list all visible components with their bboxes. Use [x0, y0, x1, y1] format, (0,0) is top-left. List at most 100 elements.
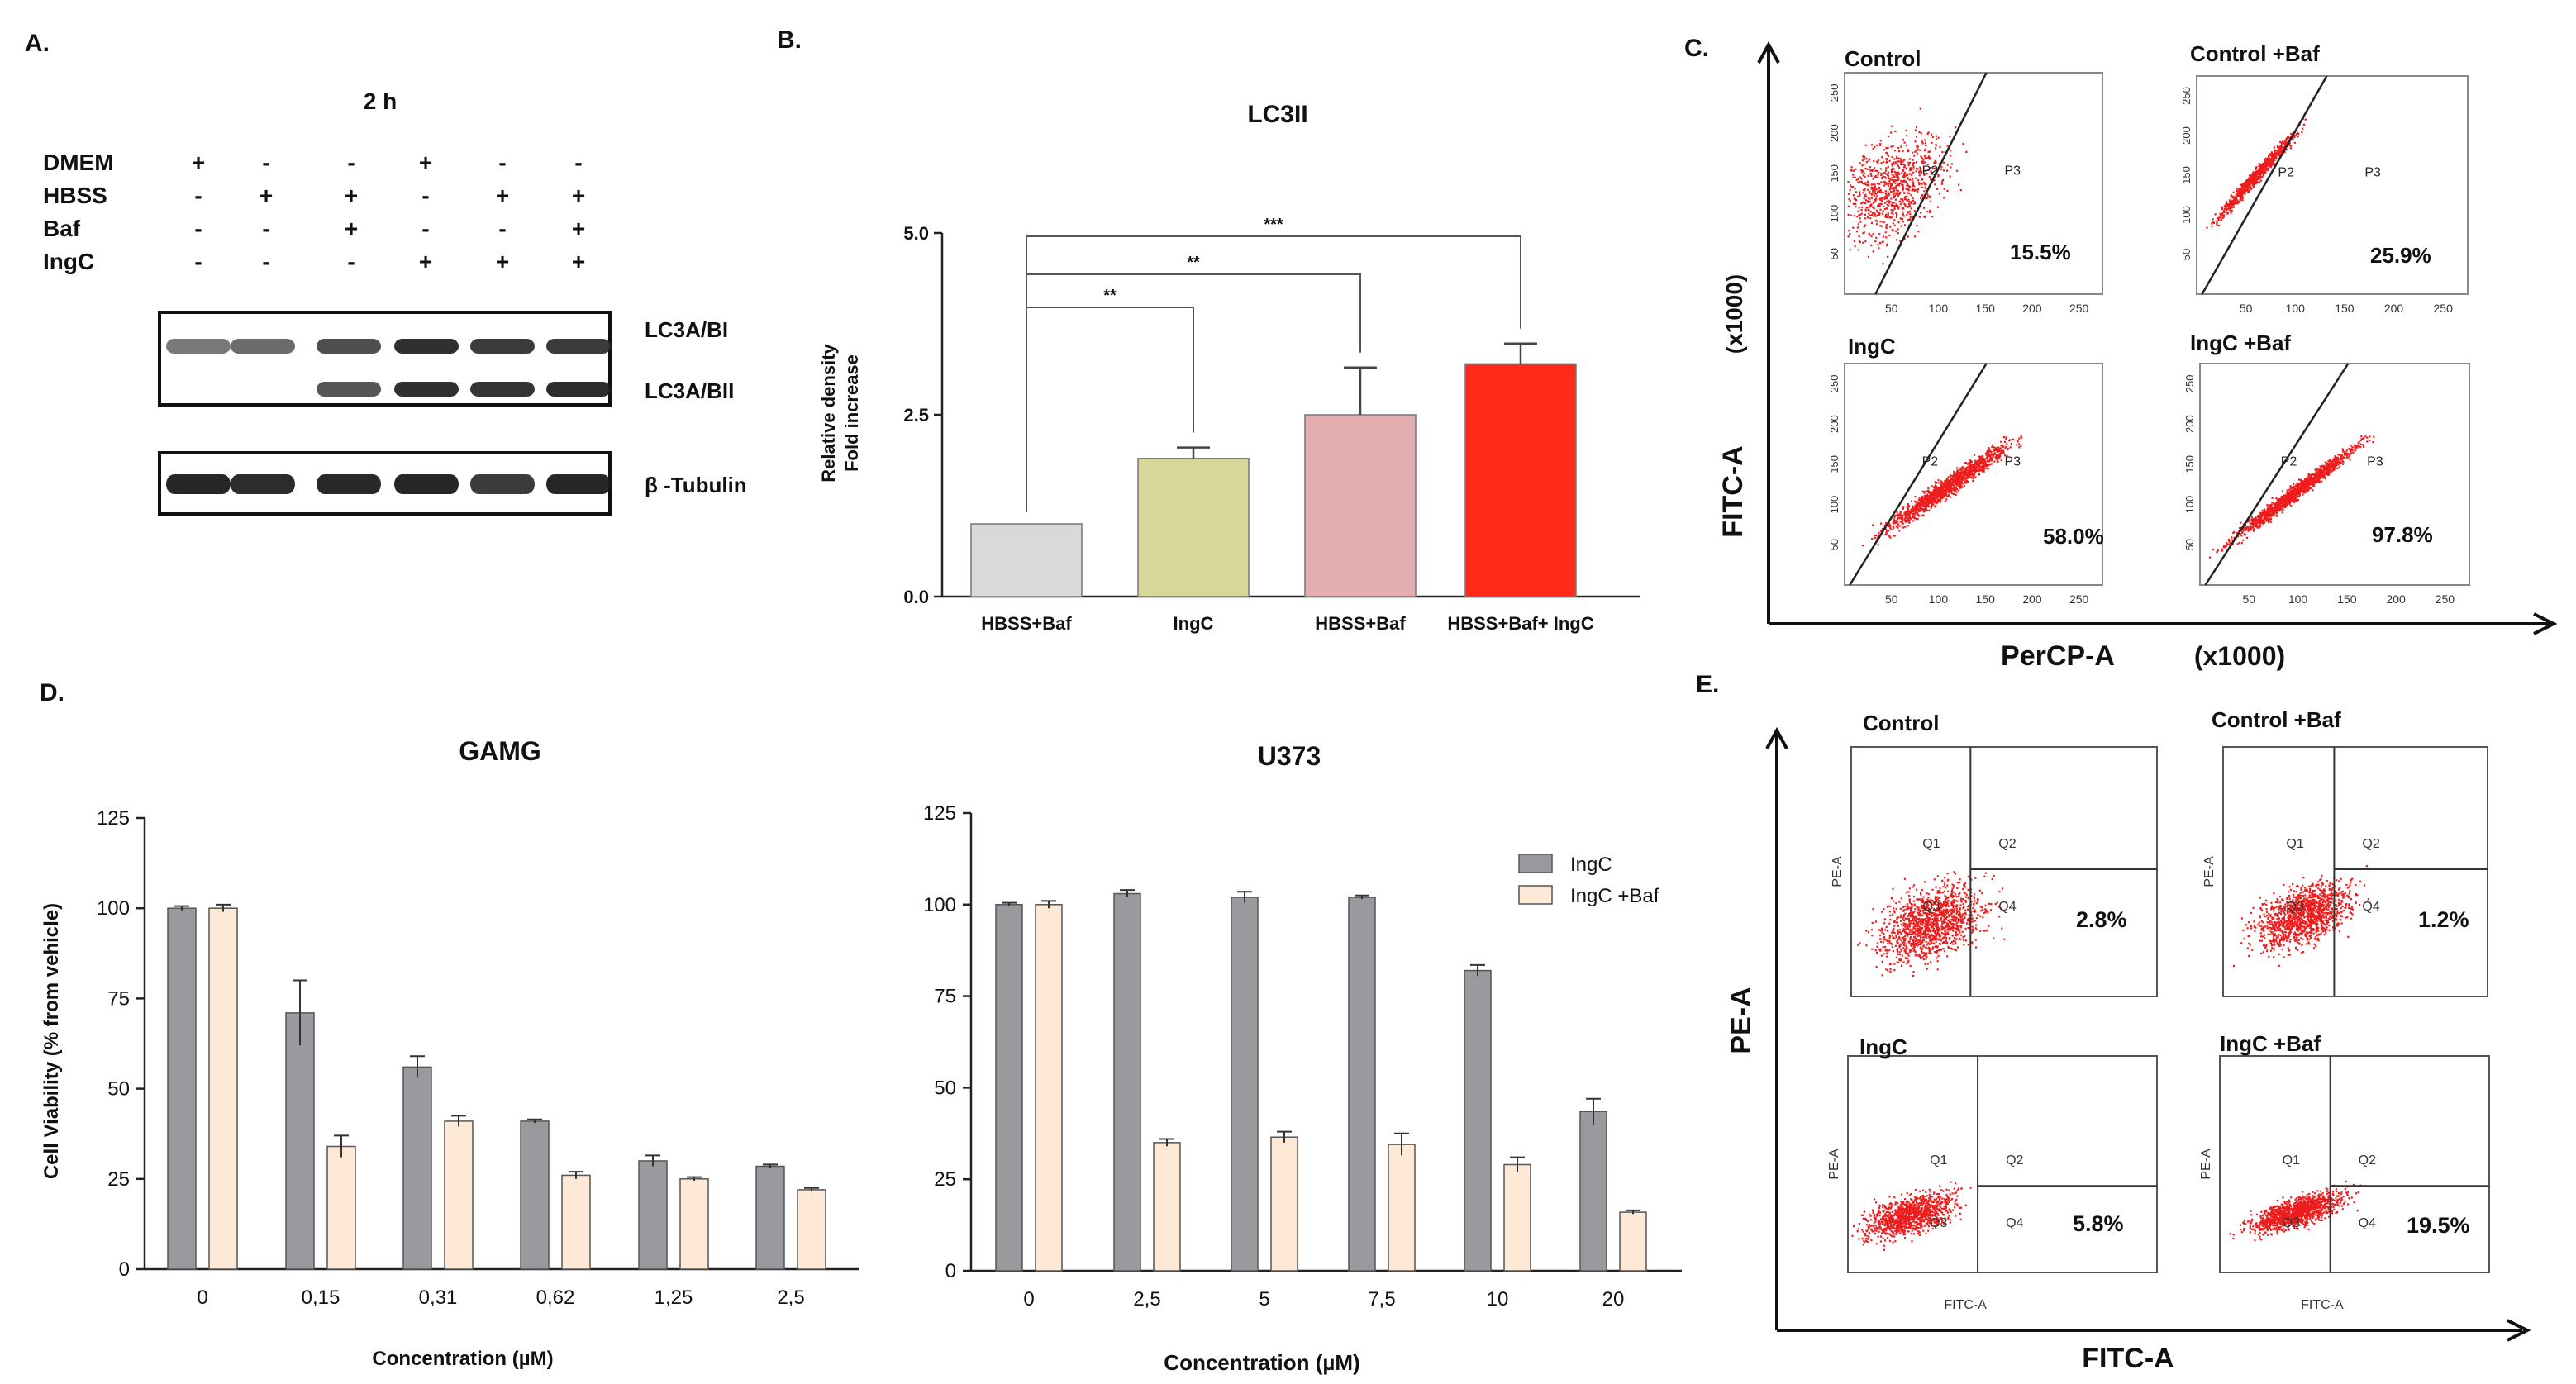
c-y-tick-label: 50 — [1828, 539, 1840, 550]
panel-c-letter: C. — [1684, 35, 1709, 62]
c-y-tick-label: 200 — [2183, 415, 2196, 433]
d-y-tick-label: 100 — [923, 894, 956, 916]
significance-label: ** — [1187, 254, 1200, 272]
e-plot: Q1 Q2 Q3 Q4 PE-A FITC-A IngC +Baf 19.5% — [2199, 1031, 2490, 1312]
treatment-sign: + — [345, 216, 358, 241]
viability-ylabel: Cell Viability (% from vehicle) — [40, 903, 63, 1179]
c-y-tick-label: 150 — [2180, 166, 2193, 184]
lc3ii-bars: HBSS+Baf IngC HBSS+Baf HBSS+Baf+ IngC — [970, 342, 1594, 634]
c-x-tick-label: 150 — [2335, 302, 2355, 315]
blot-label-tubulin: β -Tubulin — [645, 473, 747, 497]
c-y-tick-label: 250 — [1828, 375, 1840, 393]
c-plot-percent: 15.5% — [2010, 240, 2071, 264]
viability-bar — [1348, 897, 1376, 1272]
e-inner-y-label: PE-A — [1827, 1149, 1841, 1180]
b-y-tick-label: 2.5 — [903, 405, 929, 426]
legend-label-ingc-baf: IngC +Baf — [1570, 885, 1659, 907]
treatment-sign: + — [572, 183, 585, 208]
c-y-tick-label: 200 — [1828, 124, 1840, 142]
treatment-sign: + — [260, 183, 273, 208]
c-x-axis-label: PerCP-A — [2001, 640, 2115, 672]
viability-bar — [679, 1178, 709, 1270]
c-y-axis-arrow — [1757, 40, 1780, 624]
e-x-axis-label: FITC-A — [2082, 1343, 2174, 1374]
c-y-tick-label: 150 — [1828, 455, 1840, 473]
panel-b-lc3ii-chart: B. LC3II Relative density Fold increase … — [777, 26, 1640, 634]
treatment-sign: - — [262, 216, 269, 241]
viability-category-label: 5 — [1259, 1288, 1269, 1310]
c-x-tick-label: 50 — [2242, 592, 2255, 606]
viability-bar — [561, 1174, 591, 1270]
gamg-chart: 0 25 50 75 100 125 0 0,15 0,31 0,62 1,25 2,5 — [97, 807, 859, 1309]
e-quadrant-label: Q2 — [2359, 1153, 2376, 1168]
lc3ii-category-label: HBSS+Baf — [1315, 613, 1406, 634]
c-x-axis-unit: (x1000) — [2194, 641, 2285, 671]
e-quadrant-label: Q1 — [2286, 837, 2303, 851]
gamg-xlabel: Concentration (µM) — [372, 1348, 553, 1370]
treatment-sign: - — [194, 183, 202, 208]
c-x-tick-label: 100 — [1929, 302, 1949, 315]
c-y-tick-label: 150 — [2183, 455, 2196, 473]
b-y-tick-label: 0.0 — [903, 587, 929, 607]
e-plot-percent: 1.2% — [2418, 907, 2469, 932]
treatment-grid: DMEM + - - + - - HBSS - + + - + + Baf - - + - - + IngC - - - + + + — [43, 150, 585, 274]
c-x-tick-label: 50 — [2240, 302, 2253, 315]
e-quadrant-label: Q1 — [1922, 837, 1940, 851]
d-y-tick-label: 75 — [934, 986, 956, 1008]
c-x-tick-label: 200 — [2386, 592, 2406, 606]
blot-band — [546, 339, 611, 354]
viability-bar — [1619, 1211, 1647, 1272]
e-plot: Q1 Q2 Q3 Q4 PE-A Control +Baf 1.2% — [2202, 707, 2488, 997]
viability-bar — [1503, 1163, 1531, 1272]
e-quadrant-label: Q1 — [2283, 1153, 2300, 1168]
c-gate-label: P3 — [2004, 454, 2021, 468]
treatment-sign: - — [498, 150, 506, 175]
d-y-tick-label: 0 — [119, 1258, 130, 1281]
e-inner-x-label: FITC-A — [2301, 1298, 2344, 1312]
viability-bar — [1035, 904, 1063, 1272]
c-x-tick-label: 200 — [2022, 592, 2042, 606]
c-gate-line — [1849, 363, 1988, 586]
e-x-axis-arrow — [1777, 1319, 2531, 1342]
lc3ii-bar — [1137, 458, 1250, 597]
lc3ii-significance: ******* — [1026, 216, 1521, 512]
c-gate-label: P2 — [2281, 454, 2297, 468]
blot-label-lc3-i: LC3A/BI — [645, 317, 728, 342]
e-plot-title: IngC — [1859, 1034, 1907, 1059]
e-plot-percent: 5.8% — [2073, 1211, 2124, 1236]
e-quadrant-label: Q4 — [1998, 900, 2016, 914]
treatment-row-label: HBSS — [43, 183, 107, 208]
panel-e-letter: E. — [1696, 671, 1719, 698]
lc3ii-ylabel-2: Fold increase — [841, 354, 862, 472]
treatment-sign: - — [194, 216, 202, 241]
c-event-cloud — [1847, 107, 1968, 265]
treatment-row-label: IngC — [43, 249, 94, 274]
viability-category-label: 0 — [197, 1287, 207, 1309]
blot-band — [394, 339, 459, 354]
c-plot: P2 P3 50 50 100 100 150 150 200 200 250 250 Control 1… — [1828, 46, 2103, 315]
e-quadrant-label: Q3 — [2286, 900, 2303, 914]
lc3ii-category-label: HBSS+Baf — [981, 613, 1072, 634]
significance-label: ** — [1103, 287, 1117, 305]
treatment-sign: + — [345, 183, 358, 208]
e-plot-frame — [1850, 746, 2158, 997]
c-plot-percent: 25.9% — [2370, 243, 2431, 268]
treatment-sign: + — [419, 249, 432, 274]
gamg-title: GAMG — [459, 736, 541, 766]
lc3ii-bar — [970, 523, 1083, 597]
e-event-cloud — [1851, 1181, 1972, 1251]
c-x-axis-arrow — [1769, 612, 2558, 635]
e-plot-frame — [2219, 1055, 2490, 1273]
e-quadrant-label: Q4 — [2006, 1216, 2023, 1230]
c-gate-label: P2 — [1922, 454, 1939, 468]
c-plot: P2 P3 50 50 100 100 150 150 200 200 250 250 IngC 58.0… — [1828, 334, 2104, 606]
viability-bar — [285, 1012, 315, 1270]
c-plot-title: Control — [1845, 46, 1921, 71]
c-y-tick-label: 250 — [1828, 84, 1840, 102]
c-x-tick-label: 250 — [2069, 302, 2089, 315]
viability-bar — [520, 1120, 550, 1270]
e-plot-title: Control — [1863, 711, 1939, 735]
viability-category-label: 0,31 — [419, 1287, 458, 1309]
c-x-tick-label: 200 — [2384, 302, 2404, 315]
